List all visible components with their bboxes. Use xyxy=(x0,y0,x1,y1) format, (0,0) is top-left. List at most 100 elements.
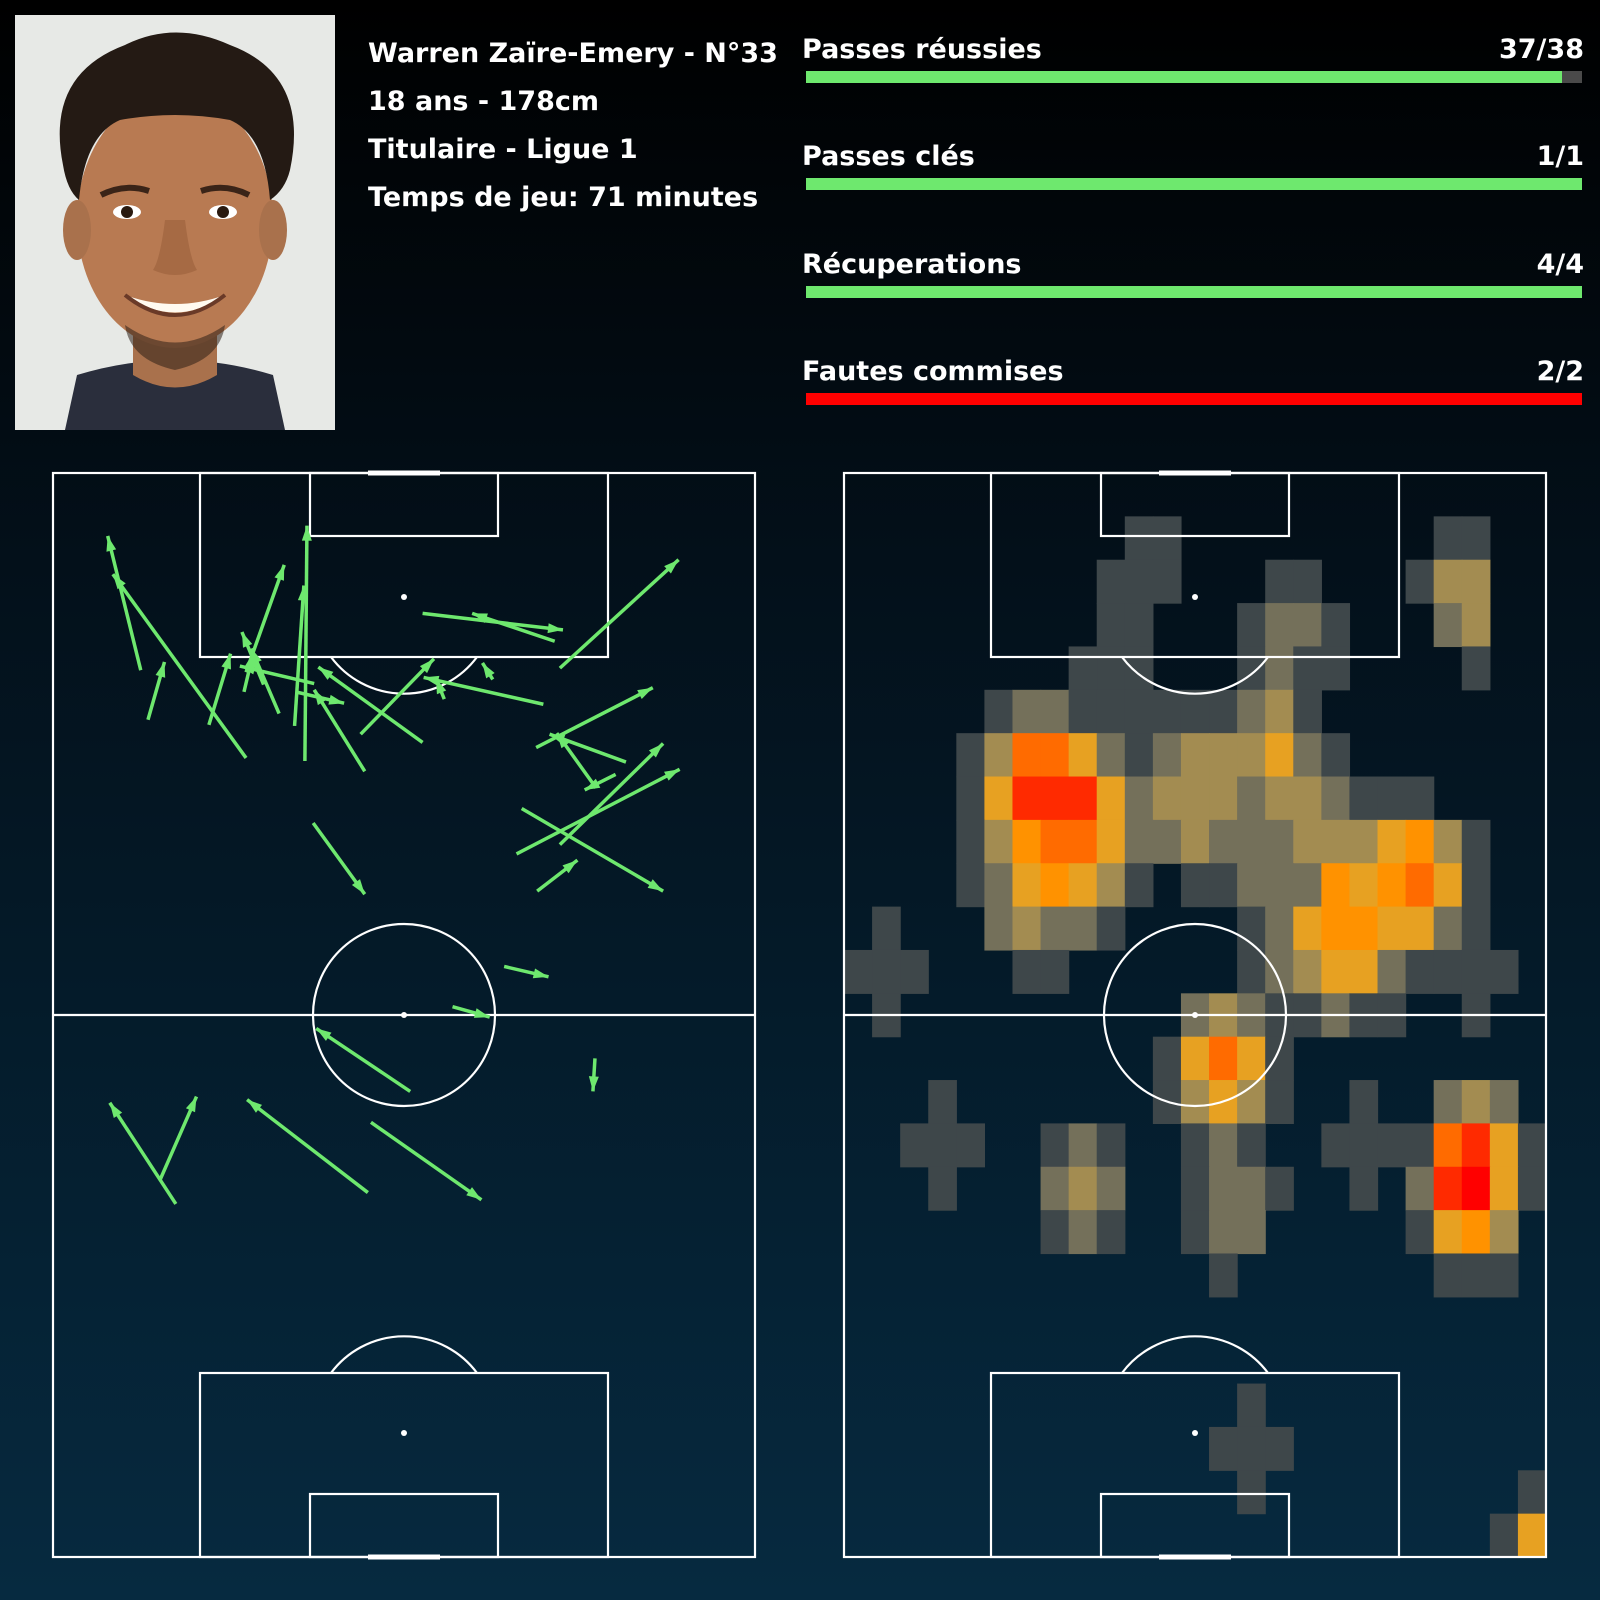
heat-cell xyxy=(928,1123,957,1168)
pass-arrow xyxy=(535,686,654,750)
heat-cell xyxy=(956,819,985,864)
pass-arrowhead xyxy=(562,860,578,874)
heat-cell xyxy=(1405,949,1435,994)
pass-arrowhead xyxy=(185,1096,197,1113)
heat-cell xyxy=(1321,863,1351,908)
heat-cell xyxy=(1489,1210,1519,1255)
pass-arrow xyxy=(239,664,315,686)
pass-arrowhead xyxy=(241,631,253,648)
stat-label: Passes réussies xyxy=(802,34,1042,65)
heat-cell xyxy=(1377,863,1407,908)
heat-cell xyxy=(1237,819,1266,864)
heat-cell xyxy=(1265,776,1294,821)
heat-cell xyxy=(1096,646,1126,691)
heat-cell xyxy=(1152,559,1182,604)
heat-cell xyxy=(1265,559,1294,604)
pass-arrowhead xyxy=(221,653,231,670)
heat-cell xyxy=(1293,863,1322,908)
heat-cell xyxy=(1405,819,1435,864)
stat-bar-track xyxy=(806,178,1582,190)
heat-cell xyxy=(1293,733,1322,778)
heat-cell xyxy=(1068,733,1098,778)
heat-cell xyxy=(1180,733,1210,778)
heat-cell xyxy=(1461,559,1491,604)
heat-cell xyxy=(956,863,985,908)
heat-cell xyxy=(1040,819,1070,864)
heat-cell xyxy=(1293,646,1322,691)
heat-cell xyxy=(1405,906,1435,951)
stat-bar-fill xyxy=(806,71,1562,83)
heat-cell xyxy=(1209,819,1238,864)
player-age-height: 18 ans - 178cm xyxy=(368,86,599,117)
pitch-spots xyxy=(1192,594,1198,1436)
heat-cell xyxy=(1124,559,1154,604)
heat-cell xyxy=(1433,1080,1463,1124)
heat-cell xyxy=(1405,559,1435,604)
heat-cell xyxy=(1012,733,1042,778)
heat-cell xyxy=(1096,1123,1126,1168)
heat-cell xyxy=(1124,646,1154,691)
pass-arrowhead xyxy=(274,564,285,581)
pass-line xyxy=(108,1101,178,1205)
pass-arrowhead xyxy=(647,879,664,892)
heat-cell xyxy=(1461,603,1491,648)
pass-arrow xyxy=(317,665,424,744)
stat-value: 1/1 xyxy=(1536,141,1584,172)
heat-cell xyxy=(1433,1123,1463,1168)
heat-cell xyxy=(956,776,985,821)
heat-cell xyxy=(1180,1123,1210,1168)
player-photo xyxy=(15,15,335,430)
heat-cell xyxy=(1349,863,1379,908)
heat-cell xyxy=(1180,1080,1210,1124)
stat-bar-fill xyxy=(806,286,1582,298)
pass-line xyxy=(158,1095,199,1180)
heat-cell xyxy=(984,689,1014,734)
heat-cell xyxy=(1265,1426,1294,1471)
passes-layer xyxy=(106,525,681,1205)
heat-cell xyxy=(1265,689,1294,734)
heat-cell xyxy=(1265,733,1294,778)
heat-cell xyxy=(1377,776,1407,821)
pass-arrowhead xyxy=(247,1099,263,1113)
heat-cell xyxy=(1068,906,1098,951)
heat-cell xyxy=(984,733,1014,778)
heat-cell xyxy=(928,1166,957,1211)
stat-label: Récuperations xyxy=(802,249,1022,280)
pass-arrowhead xyxy=(106,535,117,552)
pass-line xyxy=(303,525,309,762)
heat-cell xyxy=(1040,906,1070,951)
heat-cell xyxy=(1489,1253,1519,1298)
heat-cell xyxy=(872,906,901,951)
heat-cell xyxy=(1349,819,1379,864)
heat-cell xyxy=(1405,1123,1435,1168)
heat-cell xyxy=(1237,733,1266,778)
heat-cell xyxy=(1489,1123,1519,1168)
heat-cell xyxy=(1405,776,1435,821)
pass-arrow xyxy=(583,772,617,792)
heat-cell xyxy=(1152,776,1182,821)
heat-cell xyxy=(1489,1080,1519,1124)
heat-cell xyxy=(1040,1210,1070,1255)
heat-cell xyxy=(1517,1513,1547,1558)
pass-line xyxy=(558,742,665,846)
stat-value: 2/2 xyxy=(1536,356,1584,387)
heat-cell xyxy=(1461,646,1491,691)
heat-cell xyxy=(1180,863,1210,908)
heat-cell xyxy=(1180,1210,1210,1255)
heat-cell xyxy=(1321,646,1351,691)
heat-cell xyxy=(1349,906,1379,951)
heat-cell xyxy=(1096,733,1126,778)
pass-arrowhead xyxy=(351,879,365,895)
pass-arrowhead xyxy=(112,574,126,590)
heat-cell xyxy=(1517,1166,1547,1211)
heat-cell xyxy=(1152,689,1182,734)
heat-cell xyxy=(1293,906,1322,951)
heat-cell xyxy=(1237,1036,1266,1081)
pass-arrow xyxy=(106,535,143,671)
heat-cell xyxy=(1265,603,1294,648)
pass-arrow xyxy=(146,661,167,721)
heat-cell xyxy=(1012,949,1042,994)
heat-cell xyxy=(1349,776,1379,821)
pass-arrow xyxy=(503,964,549,979)
pass-arrow xyxy=(588,1058,599,1092)
